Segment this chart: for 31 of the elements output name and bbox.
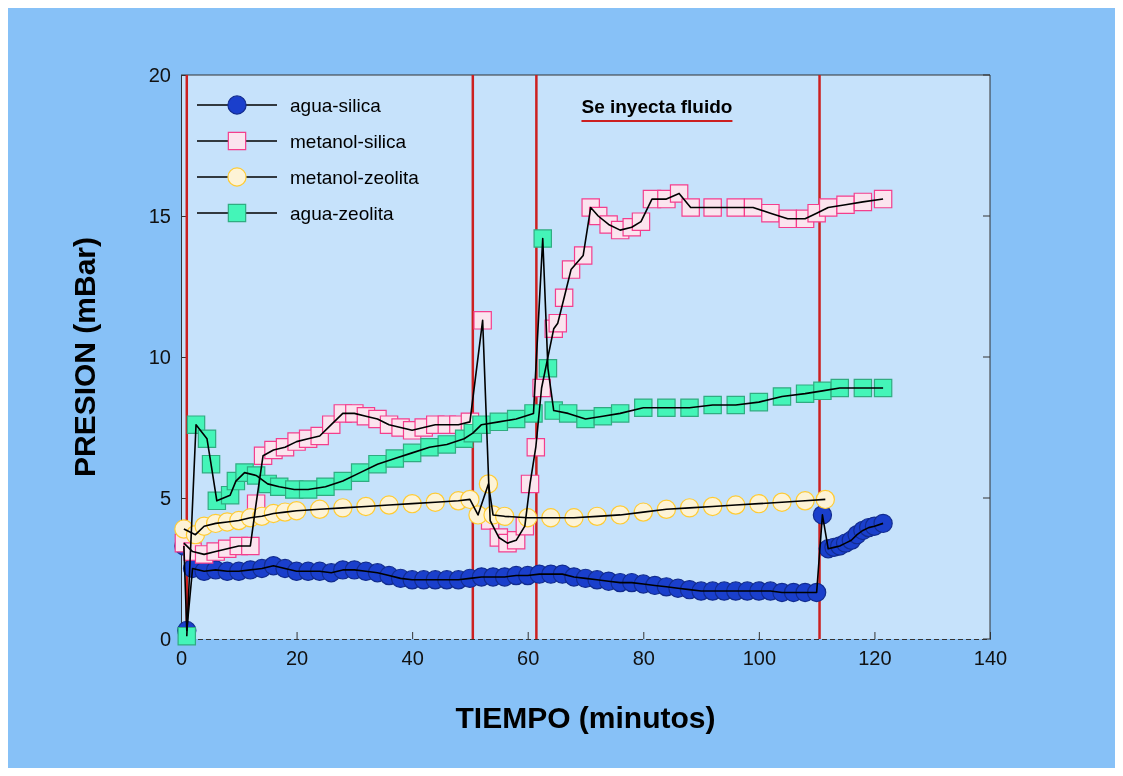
x-tick-label: 60	[517, 647, 540, 670]
x-tick-label: 100	[742, 647, 777, 670]
y-axis-title: PRESION (mBar)	[68, 236, 101, 478]
x-tick-label: 40	[401, 647, 424, 670]
x-axis-title: TIEMPO (minutos)	[455, 701, 716, 734]
y-tick-label: 20	[148, 63, 171, 86]
legend-label: agua-zeolita	[290, 203, 394, 224]
y-tick-label: 0	[159, 627, 171, 650]
point	[610, 404, 630, 423]
annotation: Se inyecta fluido	[581, 96, 733, 117]
point	[316, 477, 335, 496]
point	[634, 398, 653, 418]
point	[494, 506, 515, 527]
legend-label: metanol-silica	[290, 131, 407, 152]
y-tick-label: 15	[148, 204, 171, 227]
y-tick-label: 5	[159, 486, 171, 509]
point	[177, 626, 197, 646]
point	[815, 489, 836, 510]
x-tick-label: 80	[632, 647, 655, 670]
point	[420, 437, 439, 457]
x-tick-label: 0	[175, 647, 188, 670]
legend-label: agua-silica	[290, 95, 382, 116]
x-tick-label: 20	[285, 647, 309, 670]
legend-label: metanol-zeolita	[290, 167, 420, 188]
point	[703, 395, 722, 415]
x-tick-label: 120	[858, 647, 892, 670]
point	[286, 501, 307, 521]
x-tick-label: 140	[973, 647, 1008, 670]
point	[533, 229, 552, 248]
y-tick-label: 10	[148, 345, 171, 368]
point	[726, 495, 746, 515]
